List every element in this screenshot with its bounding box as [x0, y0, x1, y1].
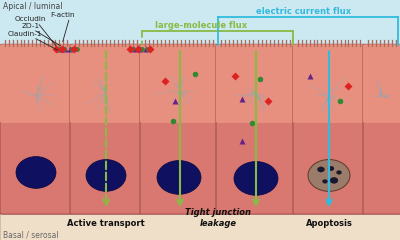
- FancyBboxPatch shape: [293, 44, 365, 123]
- FancyBboxPatch shape: [216, 44, 295, 214]
- Text: Occludin: Occludin: [15, 17, 46, 23]
- FancyBboxPatch shape: [140, 44, 218, 214]
- Text: Apoptosis: Apoptosis: [306, 219, 352, 228]
- Text: Claudin-1: Claudin-1: [8, 31, 42, 37]
- Ellipse shape: [157, 161, 201, 194]
- FancyBboxPatch shape: [140, 44, 218, 123]
- Ellipse shape: [308, 160, 350, 191]
- Text: electric current flux: electric current flux: [256, 6, 351, 16]
- FancyBboxPatch shape: [363, 44, 400, 123]
- Bar: [0, 212, 400, 240]
- Ellipse shape: [328, 166, 334, 171]
- Ellipse shape: [16, 156, 56, 188]
- FancyBboxPatch shape: [363, 44, 400, 214]
- Text: ZO-1: ZO-1: [22, 24, 40, 30]
- FancyBboxPatch shape: [0, 44, 72, 123]
- Text: Apical / luminal: Apical / luminal: [3, 2, 62, 11]
- FancyBboxPatch shape: [216, 44, 295, 123]
- FancyBboxPatch shape: [0, 44, 72, 214]
- Text: large-molecule flux: large-molecule flux: [155, 21, 247, 30]
- Text: Basal / serosal: Basal / serosal: [3, 230, 59, 239]
- Ellipse shape: [318, 167, 324, 172]
- FancyBboxPatch shape: [70, 44, 142, 214]
- Ellipse shape: [86, 160, 126, 191]
- Text: F-actin: F-actin: [50, 12, 74, 18]
- FancyBboxPatch shape: [70, 44, 142, 123]
- Text: Active transport: Active transport: [67, 219, 145, 228]
- Ellipse shape: [322, 180, 328, 183]
- FancyBboxPatch shape: [293, 44, 365, 214]
- Ellipse shape: [234, 162, 278, 195]
- Text: Tight junction
leakage: Tight junction leakage: [185, 208, 251, 228]
- Ellipse shape: [336, 171, 342, 174]
- Ellipse shape: [330, 177, 338, 183]
